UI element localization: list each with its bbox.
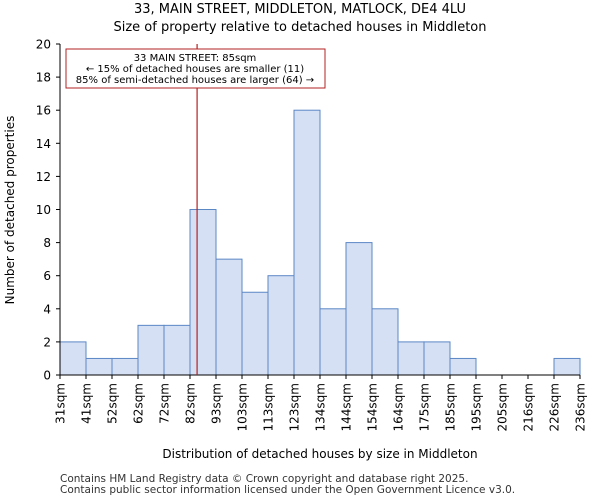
x-tick-label: 103sqm [236, 383, 250, 431]
footer-line-2: Contains public sector information licen… [60, 484, 516, 496]
annotation-box: 33 MAIN STREET: 85sqm ← 15% of detached … [65, 48, 326, 89]
bar-82sqm [189, 209, 217, 376]
bar-31sqm [59, 341, 87, 376]
chart-title: 33, MAIN STREET, MIDDLETON, MATLOCK, DE4… [133, 2, 467, 17]
y-tick-label: 20 [36, 38, 51, 52]
bar-175sqm [423, 341, 451, 376]
x-tick-label: 144sqm [340, 383, 354, 431]
bar-154sqm [371, 308, 399, 376]
y-tick-label: 4 [43, 302, 51, 316]
x-tick-label: 93sqm [210, 383, 224, 424]
bar-144sqm [345, 242, 373, 376]
bar-52sqm [111, 357, 139, 376]
y-tick-label: 0 [43, 369, 51, 383]
x-tick-label: 185sqm [444, 383, 458, 431]
bar-62sqm [137, 324, 165, 376]
annotation-line-1: 33 MAIN STREET: 85sqm [134, 53, 257, 64]
x-tick-label: 236sqm [574, 383, 588, 431]
x-tick-label: 226sqm [548, 383, 562, 431]
x-tick-label: 195sqm [470, 383, 484, 431]
x-tick-label: 31sqm [54, 383, 68, 424]
y-tick-label: 12 [36, 170, 51, 184]
y-tick-label: 14 [36, 137, 51, 151]
bar-123sqm [293, 109, 321, 376]
bar-chart: 0 2 4 6 8 10 12 14 16 18 20 31sqm 41sqm 52sqm 62sqm 72… [3, 38, 588, 462]
x-tick-label: 113sqm [262, 383, 276, 431]
bar-113sqm [267, 275, 295, 376]
x-tick-label: 72sqm [158, 383, 172, 424]
x-tick-label: 123sqm [288, 383, 302, 431]
x-tick-label: 82sqm [184, 383, 198, 424]
x-tick-label: 154sqm [366, 383, 380, 431]
bar-164sqm [397, 341, 425, 376]
x-tick-label: 52sqm [106, 383, 120, 424]
y-tick-label: 10 [36, 203, 51, 217]
footer-line-1: Contains HM Land Registry data © Crown c… [60, 473, 469, 485]
x-tick-label: 175sqm [418, 383, 432, 431]
bar-72sqm [163, 324, 191, 376]
annotation-line-2: ← 15% of detached houses are smaller (11… [86, 64, 304, 75]
x-tick-label: 216sqm [522, 383, 536, 431]
bar-41sqm [85, 357, 113, 376]
chart-subtitle: Size of property relative to detached ho… [113, 20, 487, 35]
y-tick-label: 16 [36, 104, 51, 118]
y-axis-label: Number of detached properties [3, 116, 17, 305]
y-tick-label: 18 [36, 71, 51, 85]
bar-103sqm [241, 291, 269, 376]
bar-93sqm [215, 258, 243, 376]
y-tick-label: 8 [43, 236, 51, 250]
x-tick-label: 62sqm [132, 383, 146, 424]
x-axis-label: Distribution of detached houses by size … [162, 447, 477, 461]
x-tick-label: 134sqm [314, 383, 328, 431]
bar-226sqm [553, 357, 581, 376]
y-tick-label: 2 [43, 335, 51, 349]
bar-185sqm [449, 357, 477, 376]
annotation-line-3: 85% of semi-detached houses are larger (… [76, 75, 314, 86]
x-tick-label: 41sqm [80, 383, 94, 424]
x-tick-label: 164sqm [392, 383, 406, 431]
bar-134sqm [319, 308, 347, 376]
x-tick-label: 205sqm [496, 383, 510, 431]
y-tick-label: 6 [43, 269, 51, 283]
